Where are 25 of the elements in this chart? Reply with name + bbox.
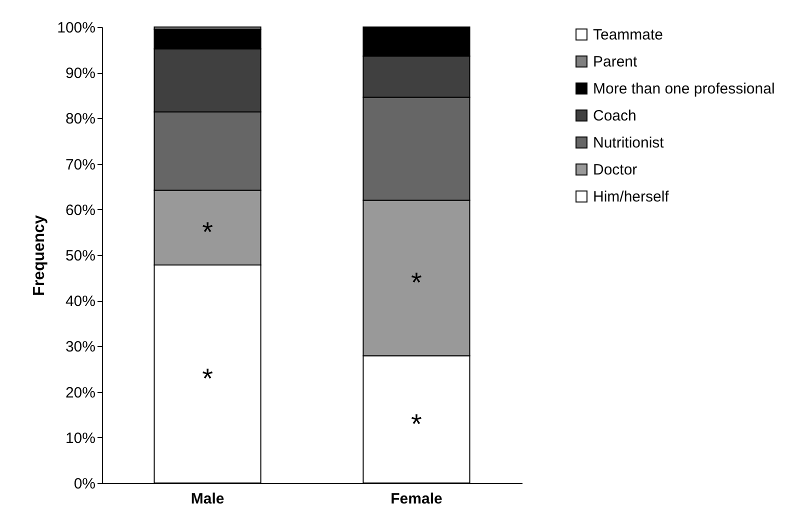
legend-label: Doctor [593, 162, 638, 178]
y-tick-label: 10% [65, 430, 96, 447]
legend-label: Teammate [593, 26, 664, 44]
y-tick-label: 30% [65, 338, 96, 356]
y-tick-label: 80% [65, 110, 96, 128]
y-tick-label: 0% [74, 476, 96, 492]
legend-label: Coach [593, 108, 636, 124]
legend-label: More than one professional [593, 80, 775, 98]
y-tick-label: 70% [65, 156, 96, 174]
y-tick-label: 50% [65, 248, 96, 264]
legend-label: Parent [593, 54, 638, 70]
y-tick-label: 90% [65, 65, 96, 82]
legend-label: Nutritionist [593, 134, 665, 152]
y-tick-label: 20% [65, 384, 96, 402]
y-axis-title: Frequency [31, 214, 48, 296]
x-tick-label: Male [190, 490, 224, 508]
annotation: * [202, 216, 214, 248]
annotation: * [411, 267, 422, 298]
y-tick-label: 60% [65, 202, 96, 219]
x-tick-label: Female [390, 490, 442, 508]
legend-label: Him/herself [593, 188, 670, 206]
y-tick-label: 40% [65, 293, 96, 310]
annotation: * [411, 408, 422, 440]
y-tick-label: 100% [57, 20, 96, 36]
annotation: * [202, 363, 214, 394]
